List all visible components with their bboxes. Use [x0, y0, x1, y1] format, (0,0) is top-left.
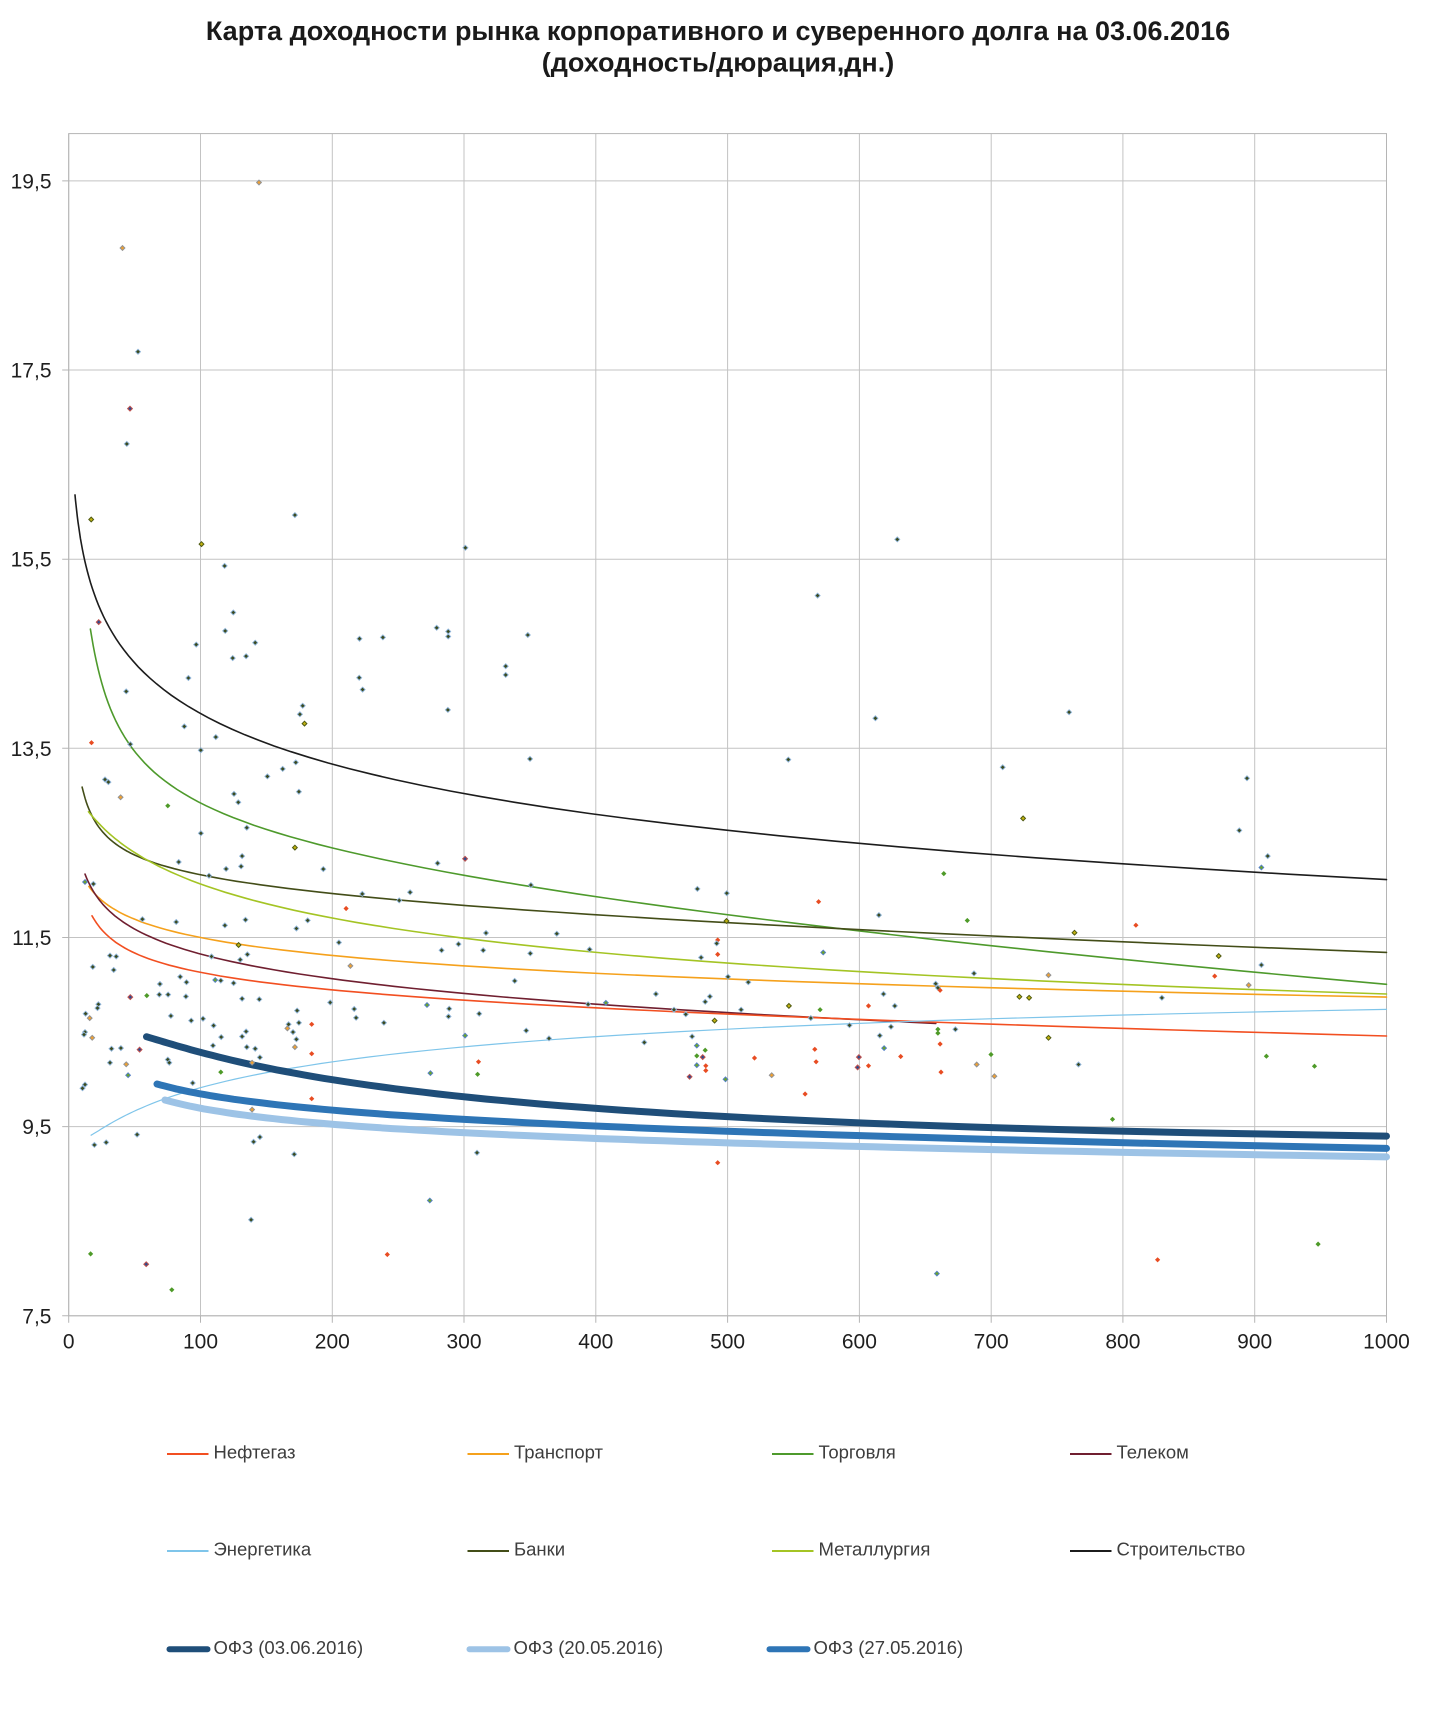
svg-text:7,5: 7,5 — [22, 1305, 51, 1328]
svg-text:Телеком: Телеком — [1117, 1442, 1189, 1463]
svg-text:1000: 1000 — [1363, 1331, 1410, 1354]
svg-text:19,5: 19,5 — [11, 170, 52, 193]
svg-text:300: 300 — [446, 1331, 481, 1354]
svg-text:13,5: 13,5 — [11, 738, 52, 761]
svg-text:Транспорт: Транспорт — [514, 1442, 603, 1463]
svg-text:Металлургия: Металлургия — [819, 1539, 931, 1560]
svg-text:500: 500 — [710, 1331, 745, 1354]
svg-text:800: 800 — [1105, 1331, 1140, 1354]
svg-text:ОФЗ (20.05.2016): ОФЗ (20.05.2016) — [514, 1637, 664, 1658]
svg-text:400: 400 — [578, 1331, 613, 1354]
svg-text:17,5: 17,5 — [11, 360, 52, 383]
svg-text:100: 100 — [183, 1331, 218, 1354]
svg-text:Нефтегаз: Нефтегаз — [214, 1442, 296, 1463]
svg-text:ОФЗ (03.06.2016): ОФЗ (03.06.2016) — [214, 1637, 364, 1658]
svg-text:15,5: 15,5 — [11, 549, 52, 572]
svg-text:11,5: 11,5 — [12, 927, 51, 950]
svg-text:Торговля: Торговля — [819, 1442, 896, 1463]
svg-text:(доходность/дюрация,дн.): (доходность/дюрация,дн.) — [542, 48, 894, 78]
svg-text:600: 600 — [842, 1331, 877, 1354]
svg-text:200: 200 — [315, 1331, 350, 1354]
svg-text:Карта доходности рынка корпора: Карта доходности рынка корпоративного и … — [206, 16, 1230, 46]
svg-text:700: 700 — [974, 1331, 1009, 1354]
svg-text:900: 900 — [1237, 1331, 1272, 1354]
svg-text:Банки: Банки — [514, 1539, 565, 1560]
svg-text:0: 0 — [63, 1331, 75, 1354]
svg-text:Строительство: Строительство — [1117, 1539, 1246, 1560]
svg-text:ОФЗ (27.05.2016): ОФЗ (27.05.2016) — [814, 1637, 964, 1658]
svg-text:9,5: 9,5 — [22, 1116, 51, 1139]
svg-text:Энергетика: Энергетика — [214, 1539, 312, 1560]
